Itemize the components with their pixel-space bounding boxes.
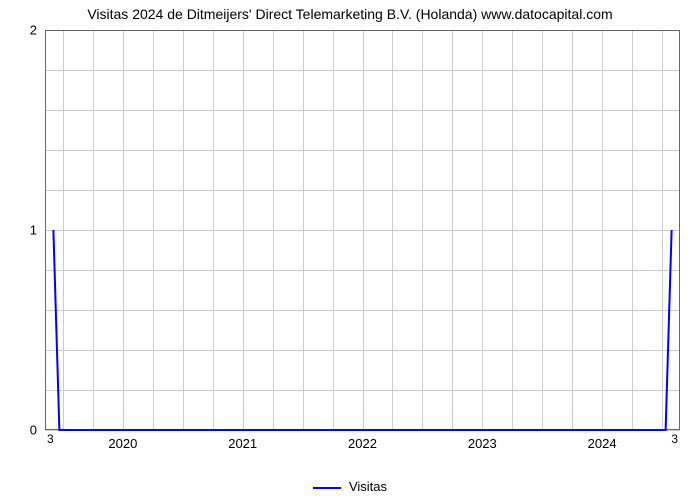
x-tick-label: 2024	[588, 436, 617, 451]
chart-title: Visitas 2024 de Ditmeijers' Direct Telem…	[0, 6, 700, 22]
y-tick-label: 2	[30, 23, 37, 38]
x-tick-label: 2021	[228, 436, 257, 451]
y-tick-label: 1	[30, 223, 37, 238]
x-tick-label: 2020	[108, 436, 137, 451]
x-tick-label: 2022	[348, 436, 377, 451]
line-series-layer	[45, 30, 680, 430]
legend: Visitas	[0, 479, 700, 494]
series-line	[53, 230, 671, 430]
x-secondary-left: 3	[47, 432, 54, 446]
legend-swatch	[313, 487, 341, 489]
x-secondary-right: 3	[671, 432, 678, 446]
legend-label: Visitas	[349, 479, 387, 494]
y-tick-label: 0	[30, 423, 37, 438]
chart-container: Visitas 2024 de Ditmeijers' Direct Telem…	[0, 0, 700, 500]
plot-area: 0122020202120222023202433	[45, 30, 680, 430]
x-tick-label: 2023	[468, 436, 497, 451]
